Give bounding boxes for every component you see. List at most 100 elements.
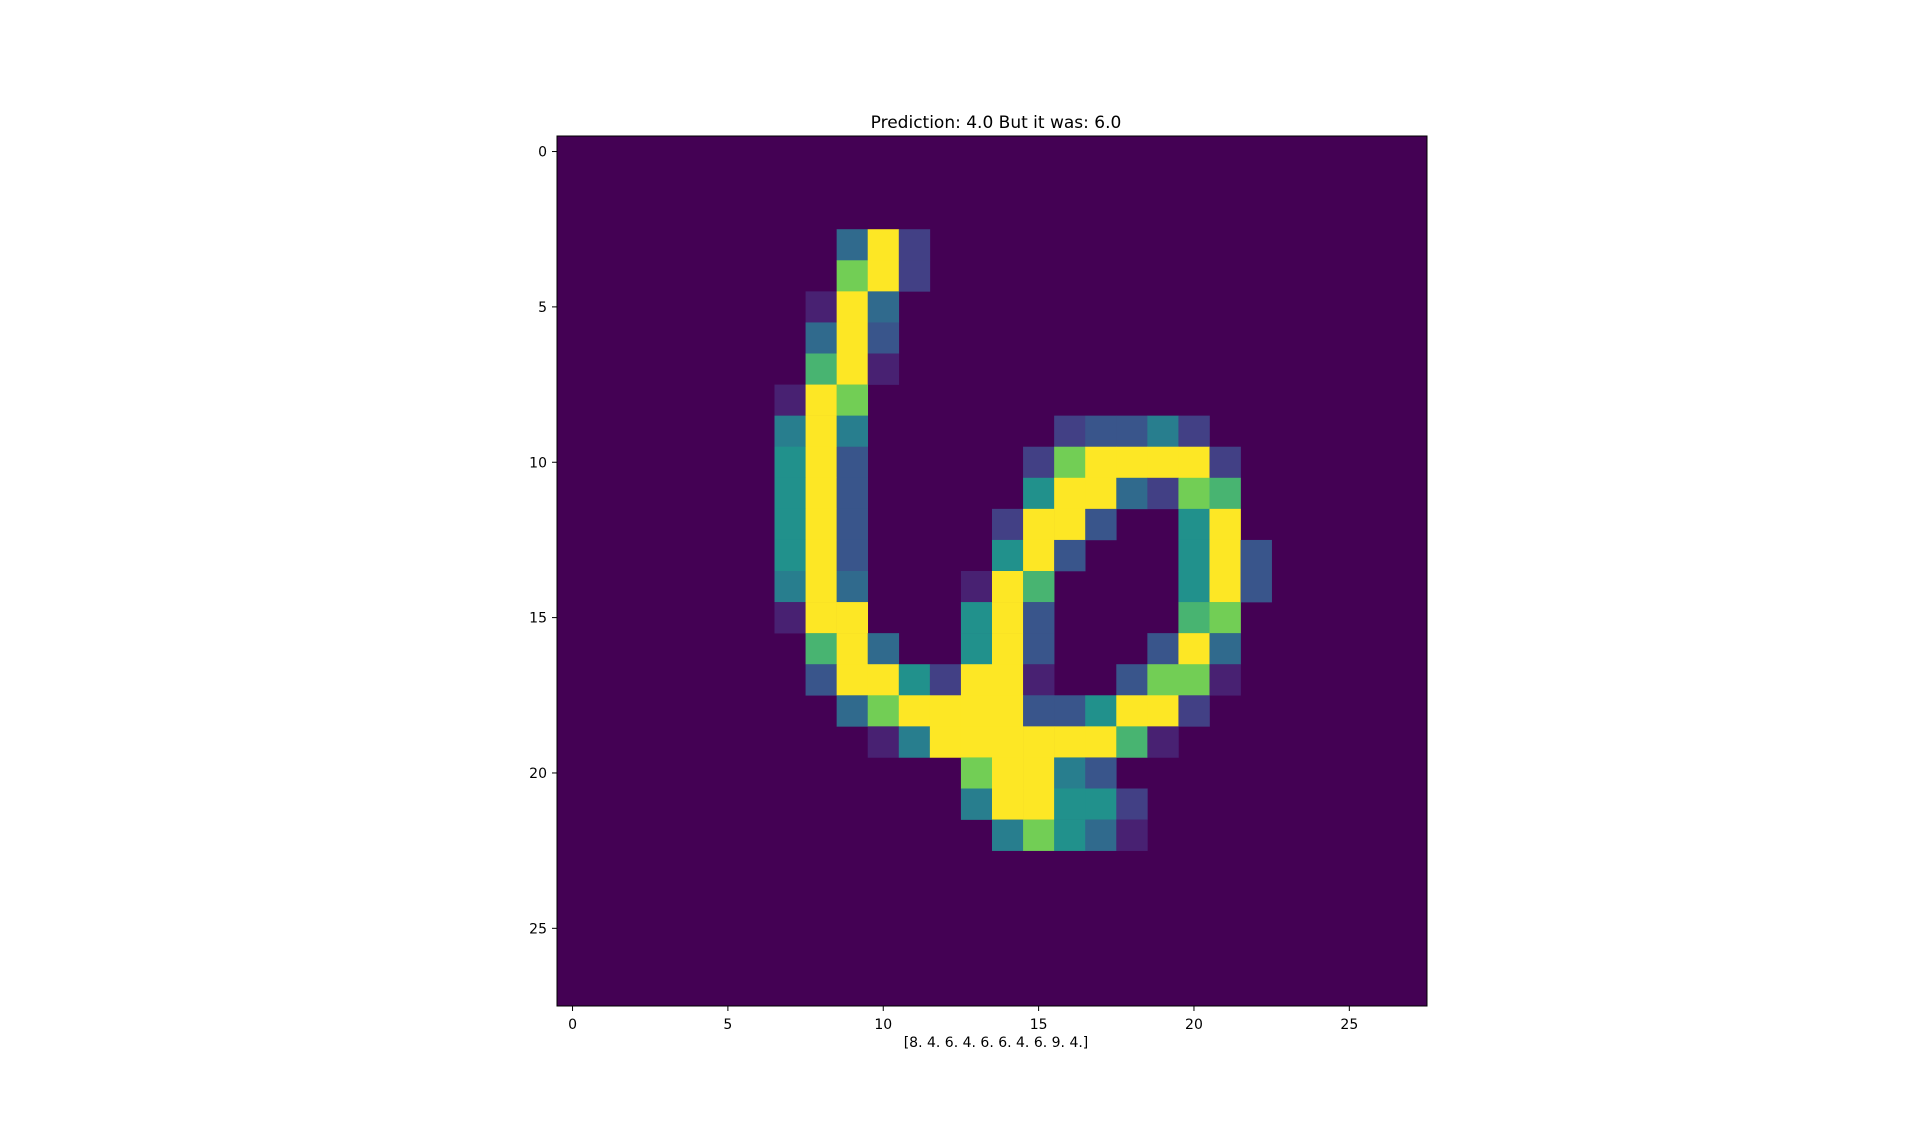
heatmap-cell (929, 726, 962, 758)
axes-frame (556, 135, 1428, 1007)
heatmap-cell (836, 446, 869, 479)
heatmap-cell (1209, 477, 1241, 510)
heatmap-cell (805, 384, 837, 416)
heatmap-cell (1085, 819, 1117, 851)
heatmap-cell (774, 384, 806, 416)
heatmap-cell (992, 539, 1024, 572)
heatmap-cell (1209, 602, 1241, 634)
heatmap-cell (1209, 539, 1241, 572)
heatmap-cell (1054, 757, 1086, 789)
heatmap-cell (1209, 664, 1241, 696)
heatmap-cell (992, 633, 1024, 665)
heatmap-cell (867, 726, 900, 758)
heatmap-cell (898, 664, 931, 696)
heatmap-cell (929, 664, 962, 696)
heatmap-cell (867, 664, 900, 696)
heatmap-cell (1116, 446, 1148, 479)
y-tick-label: 20 (529, 766, 547, 782)
heatmap-cell (1054, 788, 1086, 820)
heatmap-cell (960, 633, 993, 665)
y-axis: 0 5 10 15 20 25 (529, 145, 557, 937)
heatmap-cell (836, 539, 869, 572)
heatmap-cell (1023, 446, 1055, 479)
heatmap-cell (805, 539, 837, 572)
heatmap-cell (1178, 664, 1210, 696)
heatmap-cell (836, 508, 869, 541)
y-tick-label: 0 (538, 145, 547, 161)
heatmap-cell (1023, 819, 1055, 851)
heatmap-cell (1147, 446, 1179, 479)
heatmap-cell (960, 664, 993, 696)
heatmap-cell (960, 571, 993, 603)
heatmap-cell (898, 726, 931, 758)
heatmap-cell (1116, 477, 1148, 510)
x-axis-label: [8. 4. 6. 4. 6. 6. 4. 6. 9. 4.] (904, 1035, 1089, 1051)
heatmap-cell (992, 602, 1024, 634)
heatmap-cell (929, 695, 962, 727)
heatmap-cell (805, 353, 837, 385)
heatmap-cell (805, 291, 837, 323)
heatmap-cell (836, 291, 869, 323)
heatmap-cell (1116, 819, 1148, 851)
heatmap-cell (1054, 726, 1086, 758)
heatmap-cell (1085, 508, 1117, 541)
heatmap-cell (805, 508, 837, 541)
heatmap-cell (1209, 508, 1241, 541)
heatmap-cell (1116, 695, 1148, 727)
heatmap-cell (1085, 477, 1117, 510)
heatmap-cell (1116, 726, 1148, 758)
y-tick-label: 25 (529, 921, 547, 937)
heatmap-cell (1054, 695, 1086, 727)
heatmap-cell (1085, 726, 1117, 758)
heatmap-cell (1023, 602, 1055, 634)
y-tick-label: 10 (529, 455, 547, 471)
heatmap-cell (805, 477, 837, 510)
x-tick-label: 15 (1030, 1017, 1048, 1033)
heatmap-cell (1116, 788, 1148, 820)
heatmap-cell (867, 353, 900, 385)
heatmap-cell (836, 322, 869, 354)
heatmap-cell (1054, 819, 1086, 851)
heatmap-cell (774, 571, 806, 603)
heatmap-cell (1147, 695, 1179, 727)
heatmap-cell (1178, 633, 1210, 665)
heatmap-cell (1178, 508, 1210, 541)
heatmap-cell (1054, 539, 1086, 572)
x-tick-label: 20 (1185, 1017, 1203, 1033)
heatmap-cell (992, 508, 1024, 541)
heatmap-cell (1147, 477, 1179, 510)
heatmap-cell (805, 446, 837, 479)
heatmap-cell (867, 260, 900, 292)
heatmap-cell (1023, 695, 1055, 727)
heatmap-cell (1054, 446, 1086, 479)
heatmap-cell (1023, 539, 1055, 572)
heatmap-cell (836, 602, 869, 634)
heatmap-cell (1023, 726, 1055, 758)
heatmap-cell (992, 571, 1024, 603)
heatmap-cell (774, 446, 806, 479)
heatmap-cell (1054, 508, 1086, 541)
heatmap-cell (774, 415, 806, 448)
heatmap-cell (1023, 508, 1055, 541)
x-tick-label: 25 (1340, 1017, 1358, 1033)
heatmap-cell (1178, 477, 1210, 510)
heatmap-cell (1054, 415, 1086, 448)
heatmap-cell (1023, 571, 1055, 603)
heatmap-cell (774, 508, 806, 541)
heatmap-cell (805, 322, 837, 354)
heatmap-cell (898, 229, 931, 261)
heatmap-cell (774, 602, 806, 634)
heatmap-cell (774, 539, 806, 572)
heatmap-cell (1209, 571, 1241, 603)
heatmap-cell (836, 633, 869, 665)
heatmap-cell (1240, 539, 1272, 572)
y-tick-label: 15 (529, 611, 547, 627)
heatmap-cell (1147, 664, 1179, 696)
heatmap-cell (898, 260, 931, 292)
heatmap-cell (992, 726, 1024, 758)
heatmap-cell (1178, 415, 1210, 448)
x-tick-label: 5 (723, 1017, 732, 1033)
heatmap-cell (836, 229, 869, 261)
heatmap-cell (836, 260, 869, 292)
